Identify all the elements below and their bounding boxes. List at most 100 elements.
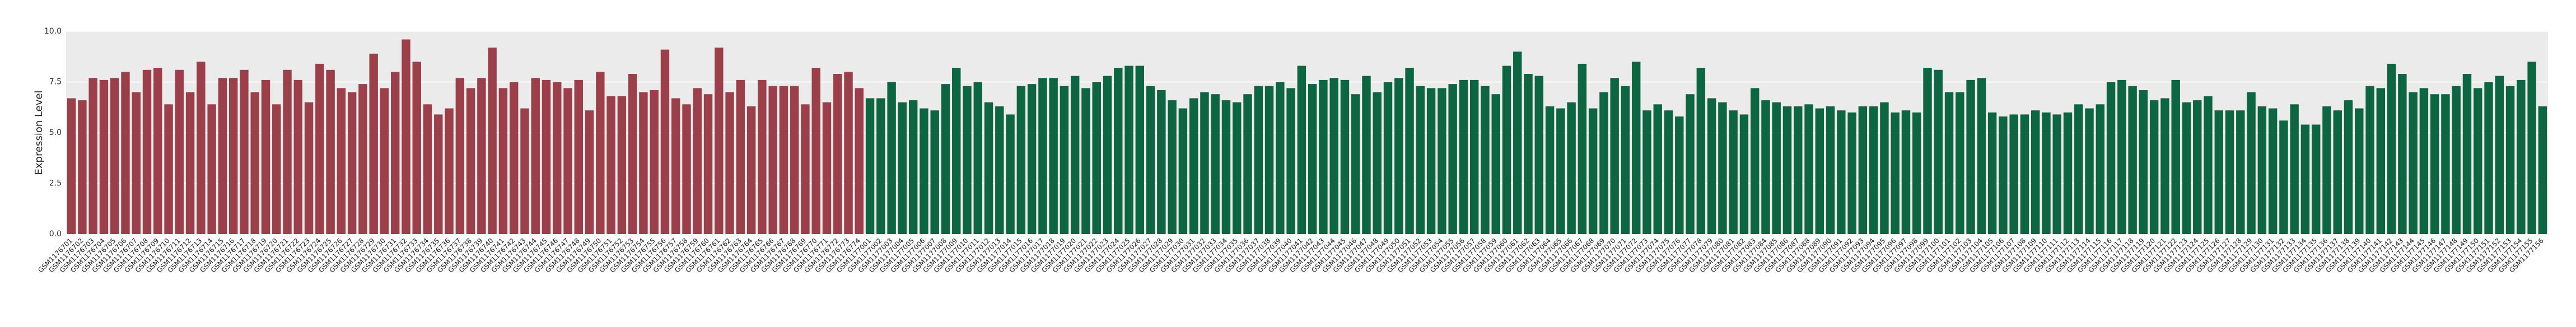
- bar: [391, 72, 400, 234]
- bar: [1081, 88, 1090, 235]
- bar: [1739, 114, 1749, 234]
- bar: [1006, 114, 1015, 234]
- bar: [2204, 96, 2213, 234]
- bar: [563, 88, 572, 235]
- bar: [2279, 120, 2288, 234]
- bar: [898, 102, 907, 234]
- bar: [2419, 88, 2429, 235]
- bar: [1599, 92, 1608, 234]
- bar: [121, 72, 130, 234]
- bar: [1264, 86, 1274, 235]
- bar: [2052, 114, 2061, 234]
- bar: [175, 69, 184, 234]
- bar: [1837, 110, 1846, 234]
- bar: [1233, 102, 1242, 234]
- bar: [1189, 98, 1198, 234]
- bar: [2538, 106, 2547, 234]
- bar: [1772, 102, 1781, 234]
- bar: [1513, 52, 1522, 234]
- bar: [2398, 74, 2407, 234]
- bar: [2149, 100, 2159, 234]
- bar: [78, 100, 87, 234]
- bar: [1481, 86, 1490, 235]
- bar: [2225, 110, 2234, 234]
- bar: [337, 88, 346, 235]
- bar: [2462, 74, 2472, 234]
- bar: [1469, 80, 1479, 234]
- bar: [2387, 63, 2396, 235]
- bar: [725, 92, 734, 234]
- bar: [758, 80, 767, 234]
- bar: [1135, 66, 1145, 234]
- bar: [358, 84, 367, 234]
- bar: [746, 106, 756, 234]
- bar: [1157, 90, 1166, 235]
- bar: [1578, 63, 1587, 235]
- bar: [865, 98, 875, 234]
- bar: [2344, 100, 2353, 234]
- bar: [2042, 112, 2051, 234]
- bar: [1761, 100, 1770, 234]
- bar: [445, 108, 454, 234]
- bar: [250, 92, 259, 234]
- bar: [293, 80, 303, 234]
- bar: [2300, 124, 2310, 234]
- bar: [1956, 92, 1964, 234]
- bar: [585, 110, 594, 234]
- bar: [596, 72, 605, 234]
- bar: [908, 100, 918, 234]
- bar: [531, 78, 540, 234]
- bar: [1340, 80, 1350, 234]
- bar: [1168, 100, 1177, 234]
- bar: [1664, 110, 1673, 234]
- bar: [1621, 86, 1630, 235]
- bar: [1103, 76, 1112, 234]
- bar: [1869, 106, 1878, 234]
- bar: [261, 80, 270, 234]
- bar: [941, 84, 950, 234]
- bar: [1534, 76, 1544, 234]
- bar: [1405, 68, 1414, 234]
- bar: [1459, 80, 1468, 234]
- bar: [671, 98, 680, 234]
- bar: [1297, 66, 1306, 234]
- bar: [2268, 108, 2278, 234]
- bar: [887, 82, 896, 234]
- bar: [99, 80, 109, 234]
- bar: [1567, 102, 1576, 234]
- bar: [1686, 94, 1695, 234]
- bar: [1178, 108, 1188, 234]
- bar: [811, 68, 820, 234]
- bar: [2117, 80, 2126, 234]
- bar: [1211, 94, 1220, 234]
- bar: [380, 88, 389, 235]
- bar: [2236, 110, 2245, 234]
- bar: [963, 86, 972, 235]
- bar: [2527, 62, 2536, 235]
- bar: [1999, 116, 2008, 234]
- bar: [1221, 100, 1231, 234]
- bar: [509, 82, 519, 234]
- bar: [67, 98, 76, 234]
- bar: [1750, 88, 1760, 235]
- bar: [1858, 106, 1868, 234]
- bar: [779, 86, 788, 235]
- bar: [1426, 88, 1436, 235]
- bar: [1329, 78, 1338, 234]
- bar: [930, 110, 939, 234]
- bar: [790, 86, 799, 235]
- bar: [736, 80, 745, 234]
- bar: [434, 114, 443, 234]
- bar: [412, 62, 421, 235]
- bar: [1966, 80, 1975, 234]
- bar: [1276, 82, 1285, 234]
- bar: [1696, 68, 1706, 234]
- bar: [639, 92, 648, 234]
- bar: [466, 88, 475, 235]
- bar: [142, 69, 152, 234]
- bar: [1394, 78, 1403, 234]
- bar: [2247, 92, 2256, 234]
- bar: [423, 104, 432, 234]
- bar: [703, 94, 713, 234]
